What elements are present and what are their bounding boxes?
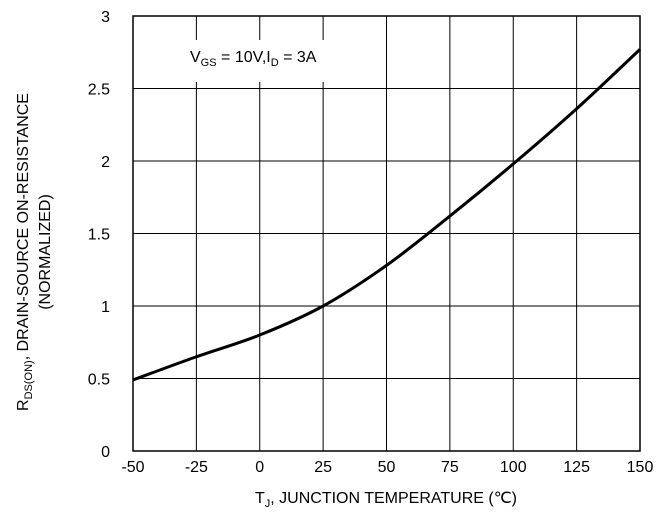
x-axis-title: TJ, JUNCTION TEMPERATURE (℃) bbox=[255, 490, 517, 510]
series bbox=[132, 48, 642, 382]
y-tick-label: 2 bbox=[101, 154, 110, 171]
y-axis-title-prefix: R bbox=[15, 399, 32, 411]
x-tick-labels: -50 -25 0 25 50 75 100 125 150 bbox=[121, 459, 653, 476]
x-tick-label: 50 bbox=[378, 459, 396, 476]
annotation-background bbox=[172, 40, 374, 82]
y-tick-label: 2.5 bbox=[88, 82, 110, 99]
y-axis-title-suffix: , DRAIN-SOURCE ON-RESISTANCE bbox=[15, 93, 32, 360]
y-axis-title-subscript: DS(ON) bbox=[23, 360, 35, 399]
annotation-i-subscript: D bbox=[271, 57, 279, 69]
y-axis-title-line2: (NORMALIZED) bbox=[37, 194, 54, 310]
annotation-end: = 3A bbox=[279, 49, 317, 66]
annotation-mid: = 10V,I bbox=[217, 49, 271, 66]
plot-frame bbox=[132, 15, 641, 452]
y-tick-label: 1 bbox=[101, 299, 110, 316]
x-axis-title-prefix: T bbox=[255, 490, 265, 507]
x-axis-title-suffix: , JUNCTION TEMPERATURE (℃) bbox=[270, 490, 517, 507]
series-line bbox=[132, 48, 642, 382]
x-tick-label: -25 bbox=[185, 459, 208, 476]
y-tick-label: 3 bbox=[101, 9, 110, 26]
y-tick-label: 0 bbox=[101, 444, 110, 461]
x-tick-label: 75 bbox=[441, 459, 459, 476]
grid bbox=[133, 16, 640, 451]
y-tick-label: 0.5 bbox=[88, 372, 110, 389]
y-axis-title-line1: RDS(ON), DRAIN-SOURCE ON-RESISTANCE bbox=[15, 93, 35, 411]
annotation-v: V bbox=[190, 49, 201, 66]
y-tick-label: 1.5 bbox=[88, 227, 110, 244]
annotation-conditions: VGS = 10V,ID = 3A bbox=[190, 49, 317, 69]
x-tick-label: 125 bbox=[563, 459, 590, 476]
x-axis-title-subscript: J bbox=[265, 498, 271, 510]
x-tick-label: 100 bbox=[500, 459, 527, 476]
x-tick-label: 25 bbox=[314, 459, 332, 476]
annotation-v-subscript: GS bbox=[201, 57, 217, 69]
y-tick-labels: 0 0.5 1 1.5 2 2.5 3 bbox=[88, 9, 110, 461]
x-tick-label: 150 bbox=[627, 459, 654, 476]
x-tick-label: 0 bbox=[255, 459, 264, 476]
x-tick-label: -50 bbox=[121, 459, 144, 476]
